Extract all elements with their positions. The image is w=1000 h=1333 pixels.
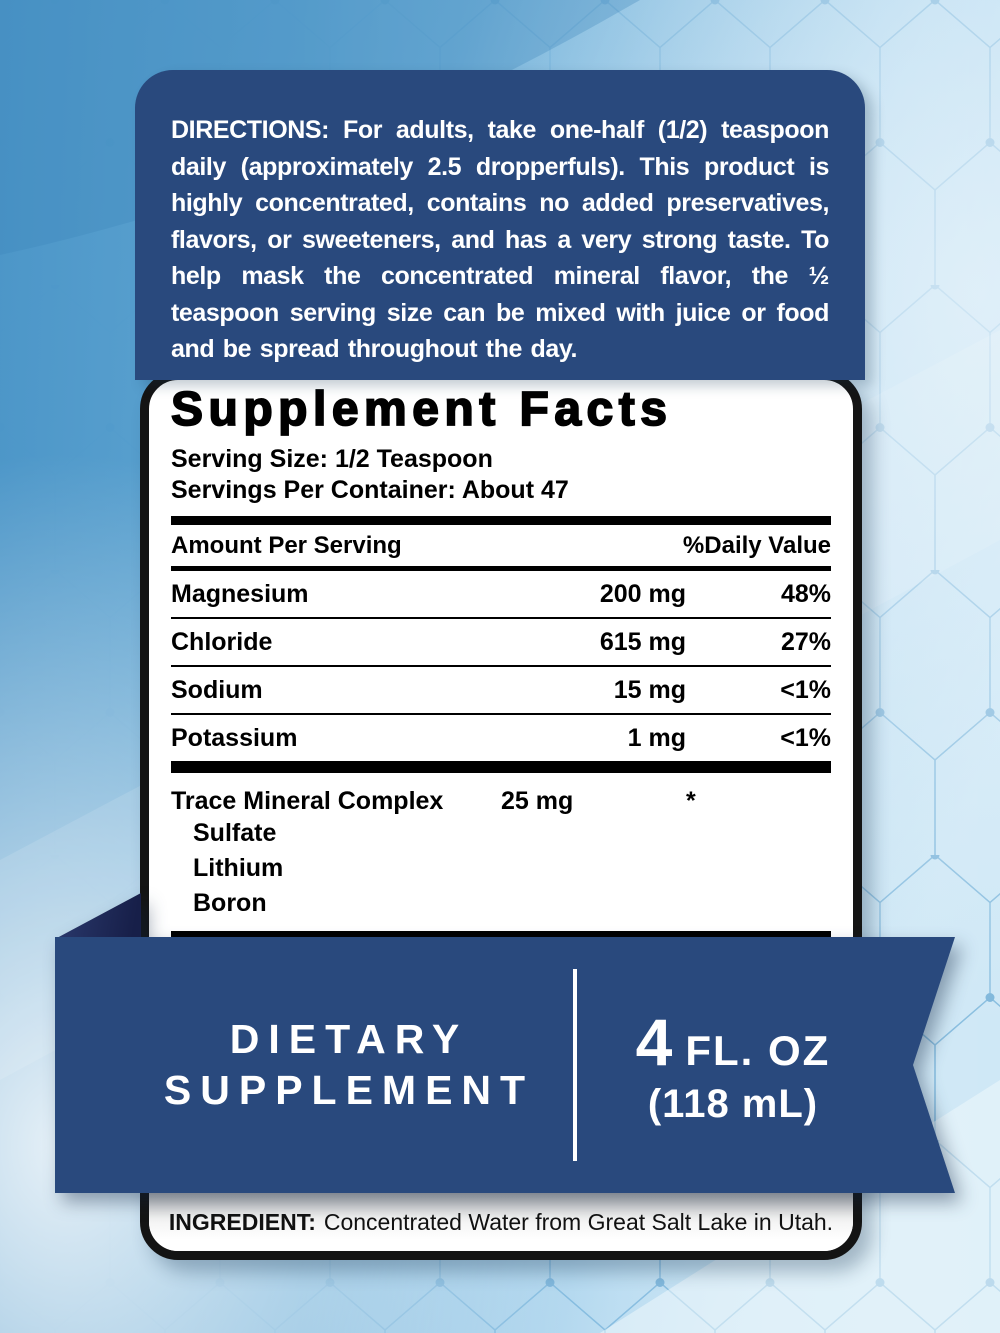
banner-line-2: SUPPLEMENT <box>163 1067 535 1113</box>
facts-header-daily-value: %Daily Value <box>682 532 831 559</box>
supplement-facts-title: Supplement Facts <box>170 383 673 437</box>
nutrient-amount: 200 mg <box>599 580 686 608</box>
nutrient-daily-value: <1% <box>780 724 831 752</box>
complex-component-lithium: Lithium <box>193 854 284 882</box>
banner-volume-block: 4 FL. OZ (118 mL) <box>577 937 955 1193</box>
divider-thick <box>171 763 831 773</box>
ingredient-strip: INGREDIENT: Concentrated Water from Grea… <box>149 1193 853 1251</box>
volume-number: 4 <box>635 1004 674 1079</box>
nutrient-amount: 1 mg <box>627 724 686 752</box>
volume-unit: FL. OZ <box>685 1026 831 1074</box>
banner-left-block: DIETARY SUPPLEMENT <box>55 937 573 1193</box>
supplement-facts-panel: Supplement Facts Serving Size: 1/2 Teasp… <box>149 380 853 979</box>
nutrient-amount: 15 mg <box>613 676 686 704</box>
trace-mineral-complex-row: Trace Mineral Complex 25 mg * <box>171 773 831 816</box>
nutrient-name: Trace Mineral Complex <box>171 787 444 815</box>
servings-per-container: Servings Per Container: About 47 <box>171 476 569 504</box>
ingredient-label: INGREDIENT: <box>168 1208 316 1235</box>
nutrient-name: Magnesium <box>171 580 309 608</box>
nutrient-daily-value: * <box>686 787 696 815</box>
volume-metric: (118 mL) <box>647 1081 819 1126</box>
nutrient-daily-value: 27% <box>780 628 831 656</box>
nutrient-daily-value: <1% <box>780 676 831 704</box>
nutrient-daily-value: 48% <box>780 580 831 608</box>
nutrient-amount: 25 mg <box>501 787 574 815</box>
complex-component-sulfate: Sulfate <box>193 819 277 847</box>
nutrient-row-potassium: Potassium 1 mg <1% <box>171 715 831 763</box>
nutrient-name: Sodium <box>171 676 263 704</box>
nutrient-row-sodium: Sodium 15 mg <1% <box>171 667 831 715</box>
complex-component-boron: Boron <box>193 889 267 917</box>
ingredient-text: Concentrated Water from Great Salt Lake … <box>323 1208 834 1235</box>
nutrient-name: Chloride <box>171 628 273 656</box>
nutrient-name: Potassium <box>171 724 298 752</box>
banner-body: DIETARY SUPPLEMENT 4 FL. OZ (118 mL) <box>55 937 955 1193</box>
nutrient-row-magnesium: Magnesium 200 mg 48% <box>171 571 831 619</box>
banner-line-1: DIETARY <box>229 1016 469 1062</box>
nutrient-row-chloride: Chloride 615 mg 27% <box>171 619 831 667</box>
facts-header-amount: Amount Per Serving <box>171 532 402 559</box>
banner-divider <box>573 969 577 1161</box>
directions-box: DIRECTIONS: For adults, take one-half (1… <box>135 70 865 380</box>
nutrient-amount: 615 mg <box>599 628 686 656</box>
divider-thick <box>171 516 831 525</box>
divider-medium <box>171 566 831 571</box>
divider-thick <box>171 931 831 940</box>
directions-text: DIRECTIONS: For adults, take one-half (1… <box>171 116 829 363</box>
serving-size: Serving Size: 1/2 Teaspoon <box>171 445 493 473</box>
facts-header: Amount Per Serving %Daily Value <box>171 525 831 566</box>
